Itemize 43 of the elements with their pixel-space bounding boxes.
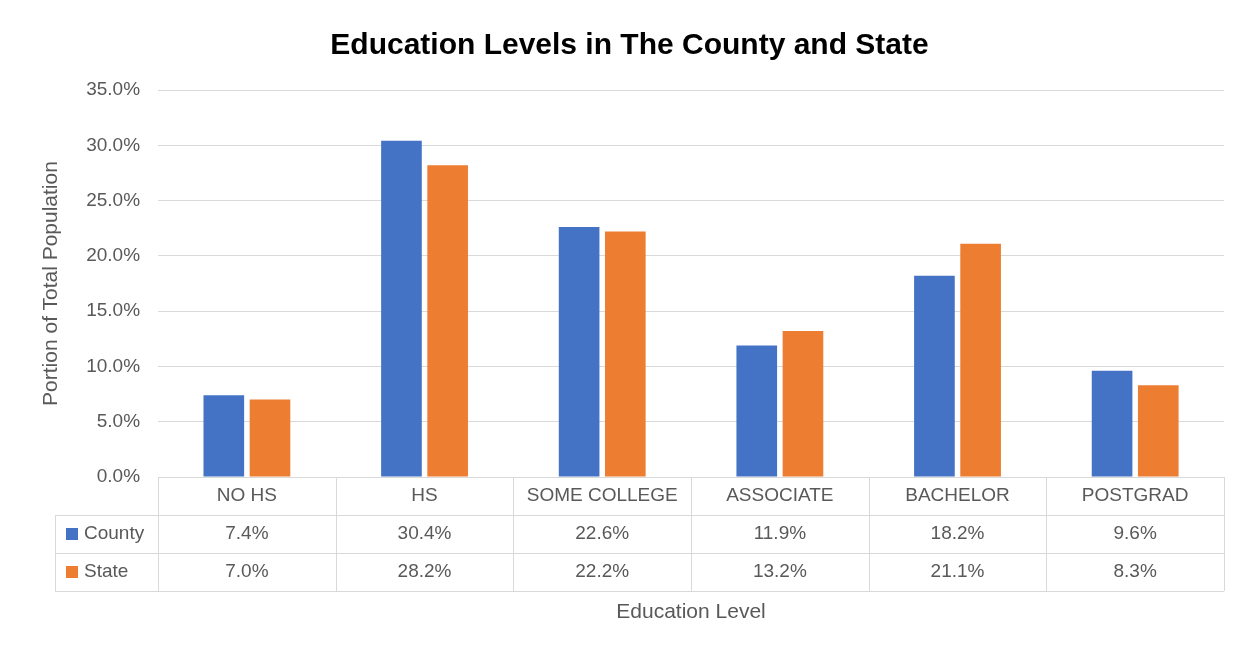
bar <box>1091 370 1133 477</box>
bar <box>604 231 646 477</box>
legend-label: County <box>84 522 145 544</box>
x-tick-label: HS <box>411 484 438 506</box>
y-tick-label: 30.0% <box>86 133 141 155</box>
data-label: 22.2% <box>575 560 630 582</box>
bar <box>249 399 291 477</box>
bar <box>558 227 600 477</box>
data-label: 30.4% <box>397 522 452 544</box>
data-label: 28.2% <box>397 560 452 582</box>
y-tick-label: 0.0% <box>96 465 141 487</box>
x-tick-label: NO HS <box>216 484 277 506</box>
x-tick-label: ASSOCIATE <box>726 484 834 506</box>
y-tick-label: 35.0% <box>86 78 141 100</box>
bar <box>427 165 468 477</box>
bar <box>381 140 422 477</box>
data-label: 11.9% <box>753 522 807 544</box>
x-tick-label: BACHELOR <box>905 484 1010 506</box>
y-tick-label: 25.0% <box>86 188 141 210</box>
bar <box>1137 385 1179 477</box>
bar <box>960 243 1001 477</box>
data-label: 8.3% <box>1113 560 1157 582</box>
data-label: 22.6% <box>575 522 630 544</box>
bar <box>914 275 955 477</box>
data-label: 9.6% <box>1113 522 1157 544</box>
y-tick-label: 15.0% <box>86 299 141 321</box>
x-axis-title: Education Level <box>616 598 766 622</box>
data-label: 21.1% <box>930 560 985 582</box>
y-tick-label: 10.0% <box>86 354 141 376</box>
data-label: 7.4% <box>225 522 269 544</box>
data-label: 7.0% <box>225 560 269 582</box>
bar <box>203 395 245 477</box>
chart-title: Education Levels in The County and State <box>330 27 929 61</box>
y-axis-title: Portion of Total Population <box>38 161 62 406</box>
x-tick-label: SOME COLLEGE <box>526 484 678 506</box>
legend-label: State <box>84 560 129 582</box>
y-tick-label: 20.0% <box>86 244 141 266</box>
bar <box>782 331 824 477</box>
y-tick-label: 5.0% <box>96 409 141 431</box>
data-label: 18.2% <box>930 522 985 544</box>
x-tick-label: POSTGRAD <box>1081 484 1189 506</box>
data-label: 13.2% <box>752 560 807 582</box>
bar <box>736 345 778 477</box>
